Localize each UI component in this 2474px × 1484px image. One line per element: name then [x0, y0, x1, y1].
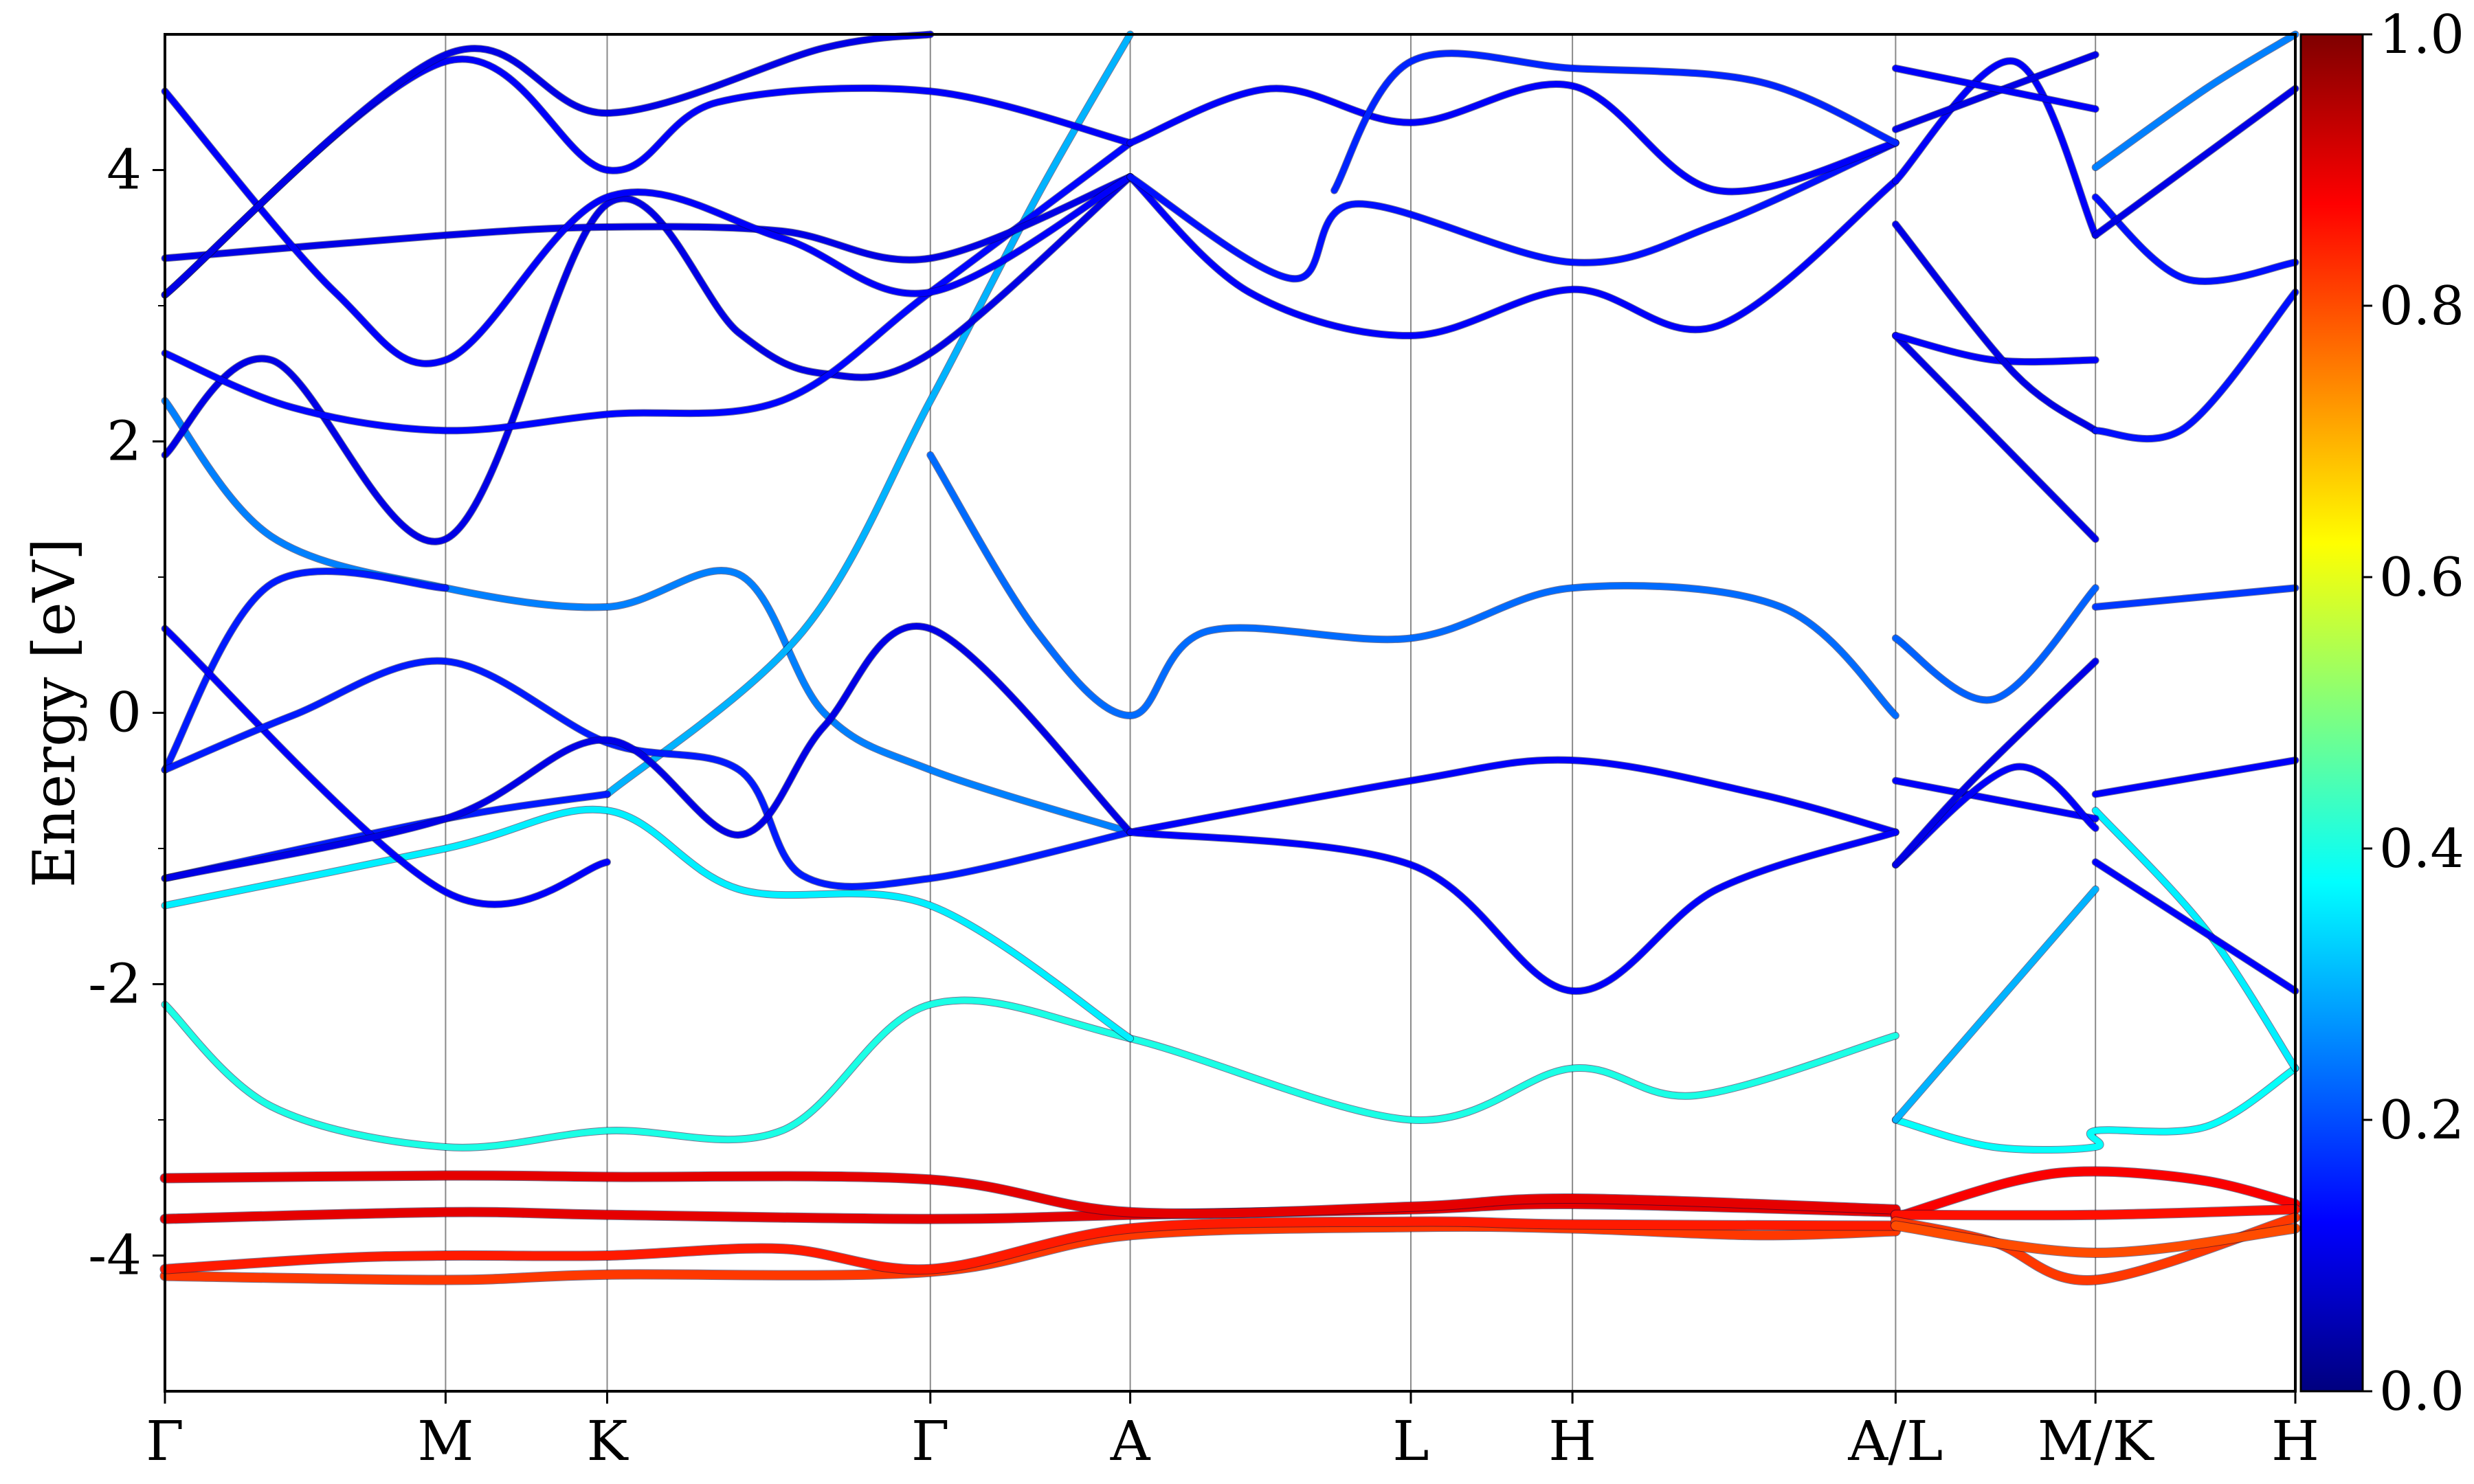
band-line [161, 625, 610, 908]
band-line [927, 451, 1899, 719]
band-outline [161, 139, 1135, 435]
band-line [1892, 333, 2099, 366]
band-line [1892, 886, 2099, 1123]
x-tick-label: H [1548, 1409, 1596, 1473]
band-line [161, 139, 1134, 434]
band-outline [1126, 828, 1899, 995]
x-tick-label: M [417, 1409, 473, 1473]
band-line [161, 88, 1134, 367]
colorbar-tick-label: 1.0 [2379, 4, 2464, 66]
colorbar-tick-label: 0.2 [2379, 1090, 2464, 1151]
band-line [2092, 585, 2299, 610]
band-line [1331, 50, 1899, 194]
band-line [1127, 173, 1899, 339]
band-line [1127, 829, 1899, 994]
band-line [161, 806, 1134, 1042]
x-tick-label: K [587, 1409, 629, 1473]
band-line [160, 1217, 1900, 1274]
x-tick-label: H [2271, 1409, 2319, 1473]
colorbar-gradient [2299, 33, 2364, 1393]
band-line [2092, 807, 2299, 1072]
x-axis: Γ M K Γ A L H A/L M/K H [146, 1391, 2319, 1473]
band-outline [161, 55, 1135, 299]
band-line [161, 173, 1134, 545]
y-axis: 4 2 0 -2 -4 [88, 138, 165, 1288]
band-line [161, 31, 934, 298]
band-line [604, 31, 1134, 798]
band-line [1892, 658, 2099, 868]
band-outline [161, 996, 1899, 1151]
y-axis-title: Energy [eV] [21, 538, 88, 888]
band-outline [161, 172, 1135, 546]
band-line [1892, 1065, 2299, 1154]
band-line [1892, 333, 2099, 543]
y-tick-label: -2 [88, 952, 142, 1016]
band-line [2092, 289, 2299, 442]
x-tick-label: Γ [911, 1409, 950, 1473]
band-line [161, 173, 1134, 263]
colorbar-tick-label: 0.8 [2379, 276, 2464, 337]
colorbar-tick-label: 0.0 [2379, 1361, 2464, 1423]
band-outline [1891, 221, 2099, 435]
band-line [1891, 1167, 2300, 1222]
band-line [1892, 585, 2099, 704]
colorbar: 0.0 0.2 0.4 0.6 0.8 1.0 [2299, 4, 2464, 1423]
x-tick-label: Γ [146, 1409, 184, 1473]
band-line [1127, 139, 1899, 282]
band-line [1891, 1221, 2300, 1258]
band-line [161, 397, 1134, 835]
band-line [160, 1199, 1900, 1224]
band-line [161, 997, 1899, 1151]
band-outline [2091, 807, 2299, 1072]
y-tick-label: 2 [107, 409, 142, 473]
band-line [1892, 777, 2099, 822]
x-tick-label: A/L [1847, 1409, 1943, 1473]
plot-frame [164, 33, 2297, 1393]
band-line [161, 623, 1134, 881]
band-line [161, 657, 1134, 890]
colorbar-tick-label: 0.6 [2379, 547, 2464, 609]
band-line [1891, 1204, 2300, 1220]
x-tick-label: L [1392, 1409, 1429, 1473]
y-tick-label: -4 [88, 1224, 142, 1288]
k-point-separators [445, 34, 2097, 1391]
band-outline [1126, 80, 1899, 196]
band-line [161, 56, 1134, 298]
band-line [1892, 65, 2099, 113]
bands-layer [159, 30, 2301, 1286]
y-tick-label: 4 [107, 138, 142, 202]
band-line [1892, 58, 2099, 238]
band-line [2092, 31, 2299, 171]
band-line [1127, 756, 1899, 835]
band-line [160, 1222, 1900, 1285]
band-line [161, 568, 449, 773]
band-line [1127, 81, 1899, 195]
band-outline [1126, 756, 1899, 836]
band-line [160, 1171, 1900, 1218]
band-line [1892, 221, 2099, 434]
band-line [2092, 859, 2299, 994]
colorbar-tick-label: 0.4 [2379, 818, 2464, 880]
y-tick-label: 0 [107, 681, 142, 745]
x-tick-label: M/K [2038, 1409, 2154, 1473]
band-line [2092, 85, 2299, 238]
band-line [2092, 757, 2299, 798]
x-tick-label: A [1110, 1409, 1151, 1473]
band-outline [1891, 584, 2099, 704]
